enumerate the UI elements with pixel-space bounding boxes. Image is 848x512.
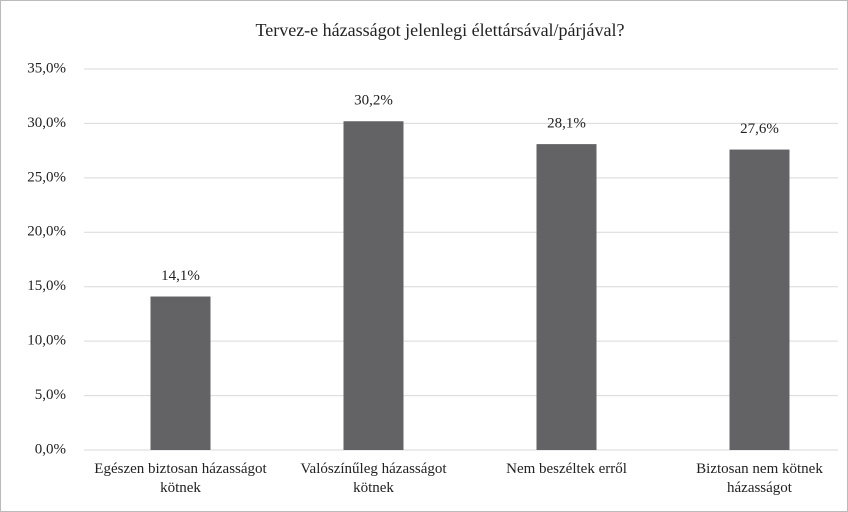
y-tick-label: 30,0% <box>27 115 66 131</box>
data-label: 30,2% <box>354 93 393 109</box>
x-tick-label: Egészen biztosan házasságot kötnek <box>94 461 267 496</box>
bar <box>536 144 597 450</box>
data-label: 14,1% <box>161 268 200 284</box>
y-tick-label: 25,0% <box>27 169 66 185</box>
x-tick-label: Valószínűleg házasságot kötnek <box>300 461 447 496</box>
y-tick-label: 15,0% <box>27 278 66 294</box>
y-tick-label: 10,0% <box>27 333 66 349</box>
y-tick-label: 5,0% <box>35 387 66 403</box>
x-tick-label: Biztosan nem kötnek házasságot <box>696 461 823 496</box>
data-label: 28,1% <box>547 116 586 132</box>
y-tick-label: 20,0% <box>27 224 66 240</box>
bar <box>729 149 790 450</box>
x-tick-label: Nem beszéltek erről <box>506 461 627 477</box>
y-tick-label: 0,0% <box>35 441 66 457</box>
bar <box>343 121 404 450</box>
chart-title: Tervez-e házasságot jelenlegi élettársáv… <box>255 20 624 40</box>
bar <box>150 296 211 450</box>
y-tick-label: 35,0% <box>27 60 66 76</box>
data-label: 27,6% <box>740 121 779 137</box>
